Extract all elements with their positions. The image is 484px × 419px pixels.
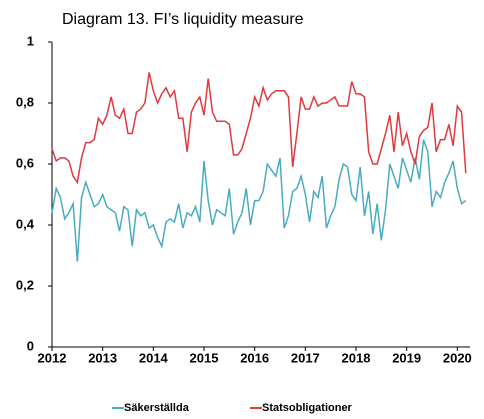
series-line (51, 139, 467, 262)
x-tick-label: 2016 (240, 350, 269, 365)
y-tick-label: 1 (27, 33, 34, 48)
x-tick-label: 2014 (139, 350, 169, 365)
x-tick-label: 2013 (88, 350, 117, 365)
legend-label: Statsobligationer (262, 402, 353, 414)
y-tick-label: 0,6 (16, 155, 34, 170)
y-tick-label: 0 (27, 338, 34, 353)
legend-label: Säkerställda (124, 402, 190, 414)
chart-title: Diagram 13. FI’s liquidity measure (62, 11, 304, 28)
series-line (51, 72, 467, 185)
x-tick-label: 2019 (392, 350, 421, 365)
y-tick-label: 0,8 (16, 94, 34, 109)
x-tick-label: 2020 (443, 350, 472, 365)
x-tick-label: 2015 (190, 350, 219, 365)
y-tick-label: 0,2 (16, 277, 34, 292)
x-tick-label: 2017 (291, 350, 320, 365)
x-tick-label: 2012 (38, 350, 67, 365)
x-tick-label: 2018 (342, 350, 371, 365)
y-tick-label: 0,4 (16, 216, 35, 231)
